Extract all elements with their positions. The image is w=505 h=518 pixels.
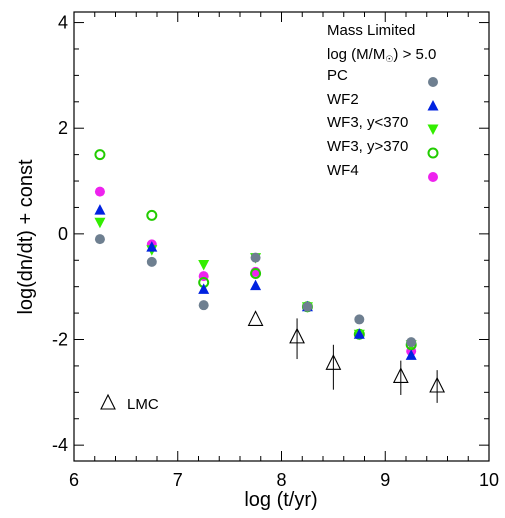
- data-point: [146, 209, 158, 221]
- x-axis-title: log (t/yr): [244, 489, 317, 511]
- x-tick-label: 10: [479, 470, 499, 490]
- series-lmc: [247, 310, 446, 403]
- y-axis-title: log(dn/dt) + const: [15, 159, 37, 315]
- y-tick-label: -4: [52, 435, 68, 455]
- data-point: [405, 349, 417, 360]
- legend-marker: [428, 77, 438, 87]
- legend-header-line2-suffix: ) > 5.0: [393, 46, 436, 63]
- data-point: [146, 256, 157, 267]
- legend-label: PC: [327, 67, 348, 84]
- y-tick-label: -2: [52, 330, 68, 350]
- data-point: [429, 376, 446, 393]
- plot-frame: [73, 11, 490, 462]
- legend-marker: [428, 172, 438, 182]
- data-point: [198, 259, 210, 271]
- data-point: [302, 301, 313, 312]
- data-point: [198, 283, 210, 294]
- legend-header-line2-prefix: log (M/M: [327, 46, 385, 63]
- x-tick-label: 6: [69, 470, 79, 490]
- legend-header-line2: log (M/M☉) > 5.0: [327, 46, 436, 64]
- series-wf4: [94, 186, 417, 357]
- data-point: [146, 241, 158, 252]
- y-tick-label: 0: [58, 224, 68, 244]
- data-point: [198, 300, 209, 311]
- data-point: [353, 328, 365, 339]
- data-point: [94, 217, 106, 229]
- legend-label: WF3, y<370: [327, 114, 408, 131]
- x-tick-label: 8: [276, 470, 286, 490]
- data-point: [250, 252, 261, 263]
- legend-header-line1: Mass Limited: [327, 22, 415, 39]
- data-point: [406, 337, 417, 348]
- legend-label: WF3, y>370: [327, 138, 408, 155]
- data-point: [247, 310, 264, 326]
- legend: Mass Limited log (M/M☉) > 5.0 PC WF2 WF3, …: [100, 22, 439, 413]
- series-pc: [94, 234, 417, 348]
- data-point: [94, 186, 105, 197]
- data-point: [354, 314, 365, 325]
- legend-marker: [427, 124, 439, 135]
- data-point: [289, 327, 305, 344]
- legend-marker: [427, 100, 439, 111]
- series-wf3-y-370: [94, 149, 417, 351]
- data-point: [250, 279, 262, 291]
- plot-axes: [73, 11, 490, 462]
- legend-marker: [427, 147, 439, 159]
- data-point: [94, 234, 105, 245]
- series-wf2: [94, 204, 417, 360]
- data-series: [94, 149, 446, 403]
- y-tick-label: 2: [58, 118, 68, 138]
- legend-label-lmc: LMC: [127, 396, 159, 413]
- data-point: [94, 149, 106, 161]
- y-tick-label: 4: [58, 13, 68, 33]
- axis-ticks: 6 7 8 9 10 -4 -2 0 2 4: [52, 12, 499, 490]
- data-point: [94, 204, 106, 215]
- legend-marker-lmc: [100, 393, 116, 410]
- legend-header-line2-sub: ☉: [385, 54, 393, 64]
- data-point: [250, 267, 262, 279]
- legend-label: WF2: [327, 91, 359, 108]
- data-point: [325, 354, 342, 370]
- data-point: [392, 367, 409, 384]
- legend-label: WF4: [327, 162, 359, 179]
- x-tick-label: 9: [380, 470, 390, 490]
- x-tick-label: 7: [173, 470, 183, 490]
